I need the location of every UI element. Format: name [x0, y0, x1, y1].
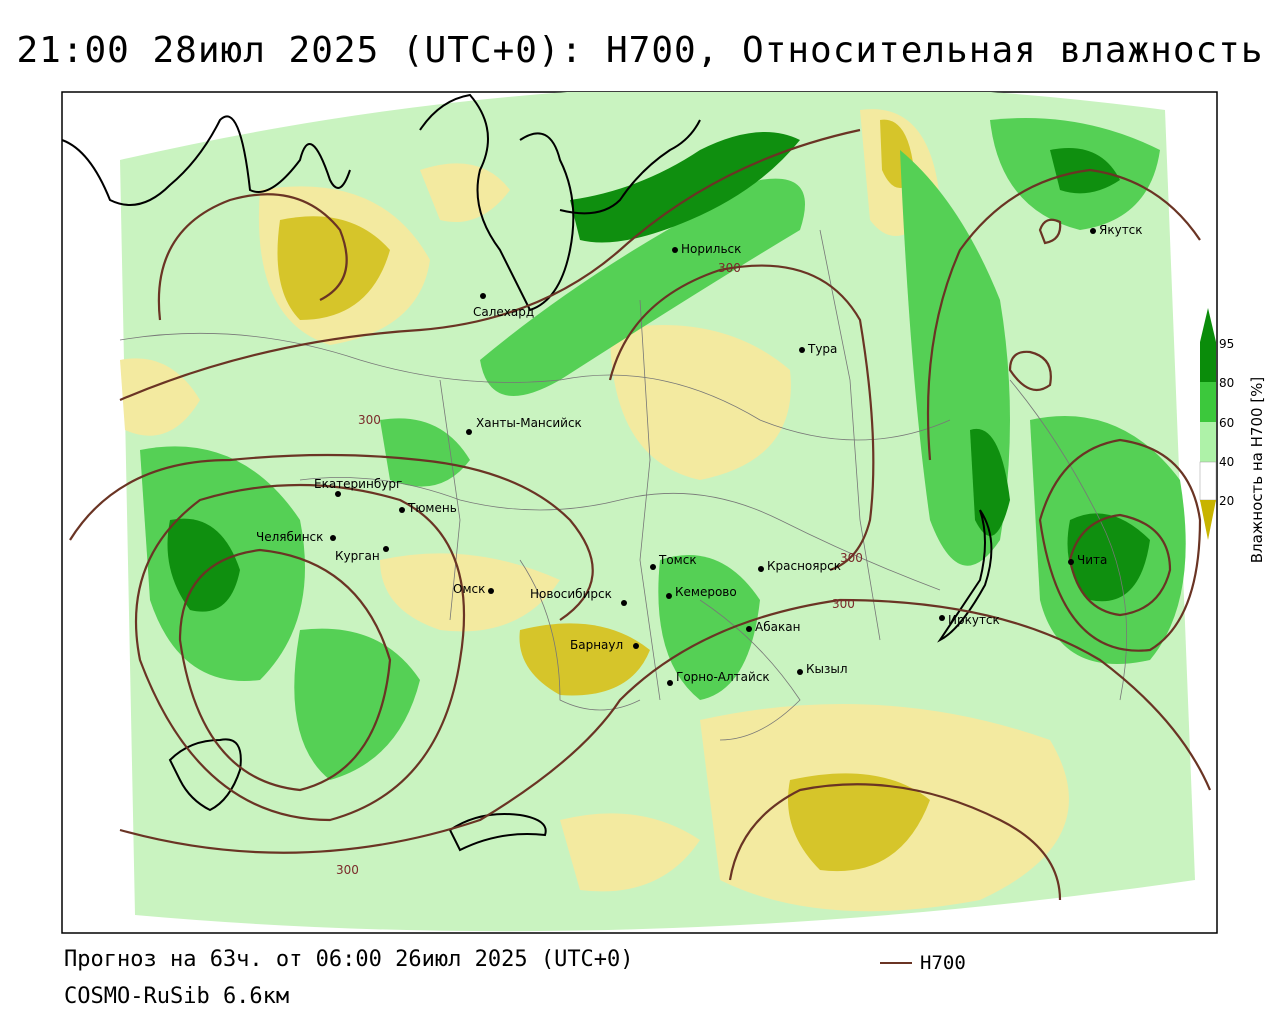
colorbar-band-neutral: [1199, 461, 1217, 501]
region-borders: [119, 229, 1128, 741]
city-yakutsk: Якутск: [1090, 223, 1143, 237]
city-irkutsk: Иркутск: [939, 613, 1000, 627]
city-novosibirsk: Новосибирск: [530, 587, 627, 606]
svg-text:Абакан: Абакан: [755, 620, 800, 634]
city-tomsk: Томск: [650, 553, 697, 570]
city-norilsk: Норильск: [672, 242, 741, 256]
contour-line-swatch: [880, 962, 912, 964]
svg-text:Красноярск: Красноярск: [767, 559, 841, 573]
colorbar-band-saturated: [1200, 342, 1216, 382]
colorbar-tick: 20: [1219, 494, 1234, 508]
coastlines: [62, 93, 993, 852]
h700-contours: [69, 128, 1212, 901]
contour-label: 300: [832, 597, 855, 611]
contour-legend-label: H700: [920, 952, 966, 974]
colorbar-tick: 80: [1219, 376, 1234, 390]
map-title: 21:00 28июл 2025 (UTC+0): H700, Относите…: [16, 30, 1264, 71]
city-gorno-altaysk: Горно-Алтайск: [667, 670, 770, 686]
city-kemerovo: Кемерово: [666, 585, 737, 599]
city-chelyabinsk: Челябинск: [256, 530, 336, 544]
city-markers: Норильск Якутск Салехард Тура Ханты-Манс…: [256, 223, 1143, 686]
contour-label: 300: [358, 413, 381, 427]
city-barnaul: Барнаул: [570, 638, 639, 652]
colorbar-band-moist: [1200, 422, 1216, 462]
svg-text:Барнаул: Барнаул: [570, 638, 623, 652]
colorbar-tick: 60: [1219, 416, 1234, 430]
svg-text:Кемерово: Кемерово: [675, 585, 737, 599]
city-khanty-mansiysk: Ханты-Мансийск: [466, 416, 582, 435]
svg-text:Норильск: Норильск: [681, 242, 741, 256]
city-kurgan: Курган: [335, 546, 389, 563]
very-dry-areas: [277, 119, 930, 872]
city-tyumen: Тюмень: [399, 501, 457, 515]
svg-text:Тура: Тура: [807, 342, 837, 356]
city-abakan: Абакан: [746, 620, 800, 634]
svg-text:Горно-Алтайск: Горно-Алтайск: [676, 670, 770, 684]
svg-text:Новосибирск: Новосибирск: [530, 587, 612, 601]
colorbar-cap-top: [1200, 308, 1216, 342]
colorbar-title: Влажность на H700 [%]: [1248, 377, 1266, 564]
svg-text:Якутск: Якутск: [1099, 223, 1143, 237]
city-salekhard: Салехард: [473, 293, 534, 319]
contour-label: 300: [336, 863, 359, 877]
svg-text:Салехард: Салехард: [473, 305, 534, 319]
city-tura: Тура: [799, 342, 837, 356]
colorbar-band-wet: [1200, 382, 1216, 422]
city-krasnoyarsk: Красноярск: [758, 559, 841, 573]
forecast-info: Прогноз на 63ч. от 06:00 26июл 2025 (UTC…: [64, 947, 634, 972]
svg-text:Иркутск: Иркутск: [948, 613, 1000, 627]
svg-text:Челябинск: Челябинск: [256, 530, 323, 544]
svg-text:Омск: Омск: [453, 582, 485, 596]
colorbar-cap-bottom: [1200, 500, 1216, 540]
city-kyzyl: Кызыл: [797, 662, 848, 676]
svg-text:Екатеринбург: Екатеринбург: [314, 477, 402, 491]
colorbar-tick: 40: [1219, 455, 1234, 469]
svg-text:Чита: Чита: [1077, 553, 1107, 567]
svg-text:Кызыл: Кызыл: [806, 662, 848, 676]
svg-text:Ханты-Мансийск: Ханты-Мансийск: [476, 416, 582, 430]
model-info: COSMO-RuSib 6.6км: [64, 984, 290, 1009]
svg-text:Курган: Курган: [335, 549, 380, 563]
colorbar-tick: 95: [1219, 337, 1234, 351]
contour-label: 300: [718, 261, 741, 275]
svg-text:Томск: Томск: [658, 553, 697, 567]
city-yekaterinburg: Екатеринбург: [314, 477, 402, 497]
city-chita: Чита: [1068, 553, 1107, 567]
colorbar: 95 80 60 40 20 Влажность на H700 [%]: [1199, 308, 1266, 564]
saturated-areas: [167, 132, 1150, 612]
contour-label: 300: [840, 551, 863, 565]
contour-legend: H700: [880, 952, 966, 974]
city-omsk: Омск: [453, 582, 494, 596]
svg-text:Тюмень: Тюмень: [407, 501, 457, 515]
